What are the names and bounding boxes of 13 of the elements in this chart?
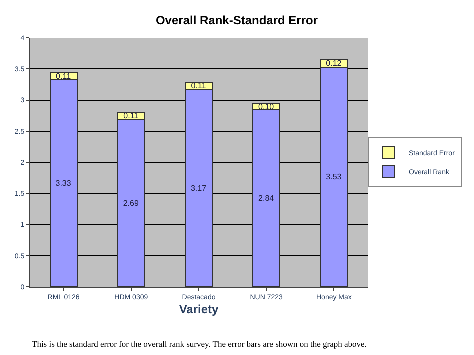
data-label: 0.11 (56, 72, 72, 81)
text: This is the standard error for the overall rank survey. The error bars are shown on the graph above. (32, 339, 367, 349)
data-label: 3.17 (190, 184, 208, 193)
data-label: 2.84 (258, 194, 275, 204)
data-label: 3.53 (326, 172, 342, 182)
data-label: 0.11 (124, 112, 140, 121)
data-label: 0.12 (326, 59, 342, 68)
chart-title: Overall Rank-Standard Error (156, 13, 318, 28)
data-label: 0.10 (258, 102, 275, 112)
data-label: 3.33 (56, 178, 72, 188)
data-label: 2.69 (123, 198, 140, 208)
x-axis-title: Variety (179, 302, 219, 316)
data-label: 0.11 (191, 82, 207, 91)
